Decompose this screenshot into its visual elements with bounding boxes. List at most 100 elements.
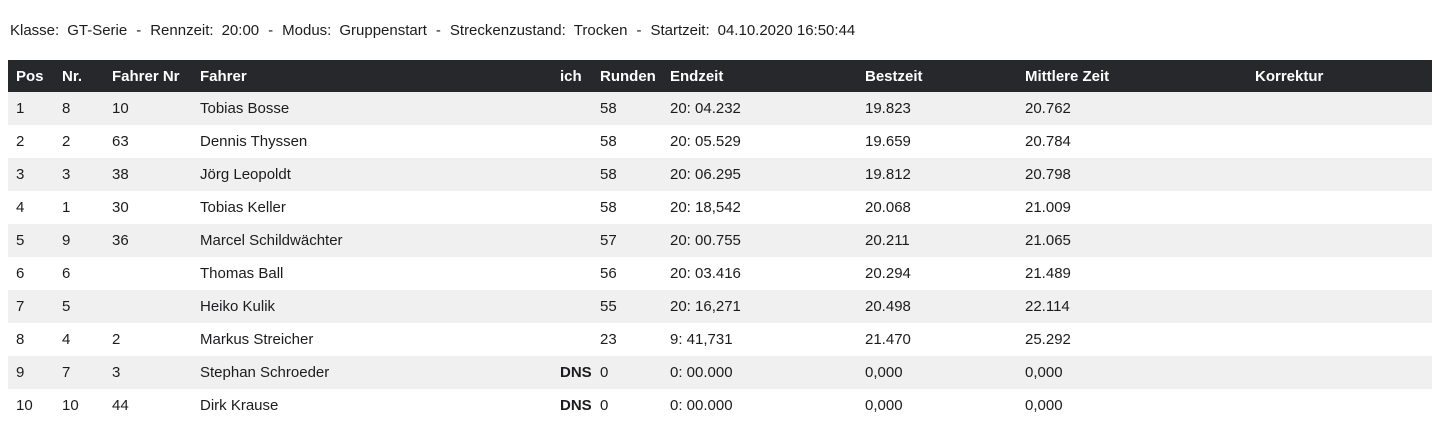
cell-endzeit: 0: 00.000	[670, 364, 733, 381]
cell-runden: 58	[600, 100, 617, 117]
cell-nr: 4	[62, 331, 71, 348]
cell-ich	[552, 323, 592, 356]
table-row[interactable]: 1 8 10 Tobias Bosse 58 20: 04.232 19.823 20.762	[8, 92, 1432, 125]
cell-korrektur	[1247, 389, 1432, 422]
col-nr: Nr.	[54, 60, 104, 92]
cell-pos: 2	[16, 133, 25, 150]
cell-bestzeit: 0,000	[865, 364, 903, 381]
cell-endzeit: 9: 41,731	[670, 331, 733, 348]
cell-fahrer-nr: 3	[112, 364, 121, 381]
cell-pos: 7	[16, 298, 25, 315]
cell-bestzeit: 19.823	[865, 100, 911, 117]
cell-korrektur	[1247, 323, 1432, 356]
cell-ich	[552, 125, 592, 158]
cell-mittlere-zeit: 21.065	[1025, 232, 1071, 249]
cell-nr: 7	[62, 364, 71, 381]
col-endzeit: Endzeit	[662, 60, 857, 92]
race-info-separator: -	[268, 22, 274, 39]
race-info-value: 20:00	[221, 22, 260, 39]
col-bestzeit: Bestzeit	[857, 60, 1017, 92]
cell-mittlere-zeit: 25.292	[1025, 331, 1071, 348]
cell-ich	[552, 92, 592, 125]
cell-nr: 8	[62, 100, 71, 117]
cell-nr: 1	[62, 199, 71, 216]
cell-pos: 9	[16, 364, 25, 381]
cell-bestzeit: 20.068	[865, 199, 911, 216]
cell-runden: 0	[600, 397, 609, 414]
race-info-value: Trocken	[573, 22, 628, 39]
cell-nr: 3	[62, 166, 71, 183]
cell-nr: 2	[62, 133, 71, 150]
cell-ich: DNS	[560, 397, 592, 414]
cell-korrektur	[1247, 356, 1432, 389]
race-info-value: GT-Serie	[67, 22, 128, 39]
cell-korrektur	[1247, 92, 1432, 125]
race-info-separator: -	[136, 22, 142, 39]
table-row[interactable]: 9 7 3 Stephan Schroeder DNS 0 0: 00.000 0,000 0,…	[8, 356, 1432, 389]
cell-fahrer: Dirk Krause	[200, 397, 279, 414]
col-korrektur: Korrektur	[1247, 60, 1432, 92]
cell-pos: 4	[16, 199, 25, 216]
cell-fahrer-nr: 10	[112, 100, 129, 117]
cell-ich	[552, 158, 592, 191]
cell-bestzeit: 21.470	[865, 331, 911, 348]
cell-nr: 6	[62, 265, 71, 282]
race-info-label: Streckenzustand:	[449, 22, 566, 39]
table-row[interactable]: 5 9 36 Marcel Schildwächter 57 20: 00.755 20.2…	[8, 224, 1432, 257]
cell-ich	[552, 257, 592, 290]
cell-korrektur	[1247, 290, 1432, 323]
col-mittlere-zeit: Mittlere Zeit	[1017, 60, 1247, 92]
race-info-label: Startzeit:	[650, 22, 710, 39]
cell-nr: 5	[62, 298, 71, 315]
table-row[interactable]: 6 6 Thomas Ball 56 20: 03.416 20.294 21.489	[8, 257, 1432, 290]
cell-ich: DNS	[560, 364, 592, 381]
col-runden: Runden	[592, 60, 662, 92]
table-row[interactable]: 7 5 Heiko Kulik 55 20: 16,271 20.498 22.114	[8, 290, 1432, 323]
cell-ich	[552, 224, 592, 257]
table-row[interactable]: 3 3 38 Jörg Leopoldt 58 20: 06.295 19.812 20.79…	[8, 158, 1432, 191]
cell-bestzeit: 0,000	[865, 397, 903, 414]
cell-korrektur	[1247, 257, 1432, 290]
cell-korrektur	[1247, 191, 1432, 224]
cell-mittlere-zeit: 20.784	[1025, 133, 1071, 150]
table-row[interactable]: 4 1 30 Tobias Keller 58 20: 18,542 20.068 21.00…	[8, 191, 1432, 224]
cell-mittlere-zeit: 21.489	[1025, 265, 1071, 282]
table-row[interactable]: 8 4 2 Markus Streicher 23 9: 41,731 21.470 25.2…	[8, 323, 1432, 356]
cell-pos: 5	[16, 232, 25, 249]
cell-pos: 8	[16, 331, 25, 348]
results-body: 1 8 10 Tobias Bosse 58 20: 04.232 19.823 20.762…	[8, 92, 1432, 422]
cell-bestzeit: 19.812	[865, 166, 911, 183]
cell-ich	[552, 290, 592, 323]
cell-fahrer: Dennis Thyssen	[200, 133, 308, 150]
cell-bestzeit: 20.211	[865, 232, 910, 249]
race-info-separator: -	[435, 22, 441, 39]
cell-bestzeit: 20.294	[865, 265, 911, 282]
cell-fahrer-nr: 2	[112, 331, 121, 348]
cell-fahrer: Thomas Ball	[200, 265, 284, 282]
race-info-label: Rennzeit:	[150, 22, 214, 39]
cell-mittlere-zeit: 22.114	[1025, 298, 1070, 315]
cell-runden: 23	[600, 331, 617, 348]
race-info-label: Modus:	[282, 22, 332, 39]
cell-ich	[552, 191, 592, 224]
cell-pos: 3	[16, 166, 25, 183]
cell-fahrer-nr: 36	[112, 232, 129, 249]
cell-runden: 0	[600, 364, 609, 381]
cell-endzeit: 20: 04.232	[670, 100, 741, 117]
cell-fahrer-nr: 63	[112, 133, 129, 150]
cell-fahrer: Tobias Bosse	[200, 100, 290, 117]
results-table: Pos Nr. Fahrer Nr Fahrer ich Runden Endz…	[8, 60, 1432, 422]
cell-fahrer-nr: 30	[112, 199, 129, 216]
cell-fahrer-nr: 38	[112, 166, 129, 183]
cell-runden: 58	[600, 166, 617, 183]
cell-pos: 1	[16, 100, 25, 117]
col-pos: Pos	[8, 60, 54, 92]
cell-fahrer: Heiko Kulik	[200, 298, 276, 315]
cell-runden: 55	[600, 298, 617, 315]
table-row[interactable]: 2 2 63 Dennis Thyssen 58 20: 05.529 19.659 20.7…	[8, 125, 1432, 158]
cell-runden: 57	[600, 232, 617, 249]
cell-fahrer: Markus Streicher	[200, 331, 314, 348]
cell-fahrer: Marcel Schildwächter	[200, 232, 343, 249]
table-row[interactable]: 10 10 44 Dirk Krause DNS 0 0: 00.000 0,000 0,000	[8, 389, 1432, 422]
cell-endzeit: 20: 00.755	[670, 232, 741, 249]
